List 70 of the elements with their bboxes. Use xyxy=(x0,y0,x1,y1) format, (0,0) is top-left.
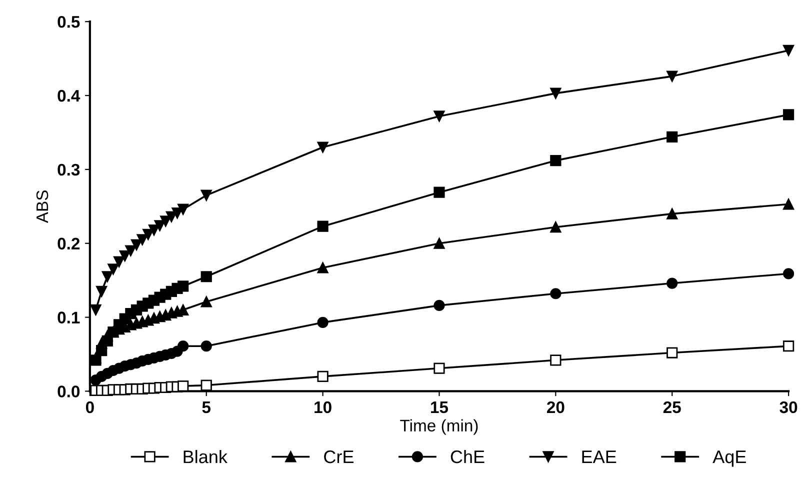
x-tick-label: 25 xyxy=(663,401,681,414)
point xyxy=(666,347,678,358)
legend-label: ChE xyxy=(450,450,484,464)
point xyxy=(90,304,102,316)
x-tick-label: 5 xyxy=(202,402,211,414)
point xyxy=(102,271,113,282)
point xyxy=(178,380,189,392)
point xyxy=(125,245,136,256)
point xyxy=(550,155,562,166)
point xyxy=(119,250,130,262)
y-axis-title: ABS xyxy=(36,190,48,224)
point xyxy=(666,131,678,142)
x-tick-label: 30 xyxy=(780,401,798,414)
point xyxy=(142,228,154,240)
point xyxy=(200,271,212,282)
point xyxy=(666,208,678,220)
point xyxy=(154,220,166,232)
point xyxy=(200,340,212,352)
point xyxy=(782,340,794,352)
y-tick-label: 0.0 xyxy=(58,386,80,398)
point xyxy=(317,220,328,232)
point xyxy=(666,278,678,289)
point xyxy=(434,300,445,312)
point xyxy=(550,288,562,300)
point xyxy=(102,335,113,346)
point xyxy=(317,142,328,153)
point xyxy=(782,44,794,56)
point xyxy=(666,70,678,82)
x-tick-label: 15 xyxy=(431,402,448,414)
point xyxy=(782,198,794,210)
point xyxy=(172,207,183,219)
point xyxy=(782,109,794,120)
x-tick-label: 20 xyxy=(546,401,564,414)
y-tick-label: 0.1 xyxy=(58,312,80,324)
y-tick-label: 0.5 xyxy=(58,16,80,28)
y-tick-label: 0.3 xyxy=(58,164,80,176)
point xyxy=(160,216,172,227)
point xyxy=(434,186,445,198)
point xyxy=(96,344,108,356)
legend-label: AqE xyxy=(712,450,746,467)
point xyxy=(113,256,125,268)
x-tick-label: 10 xyxy=(314,401,332,414)
point xyxy=(178,340,189,352)
point xyxy=(96,286,108,297)
point xyxy=(434,110,445,122)
point xyxy=(550,354,562,366)
point xyxy=(782,268,794,280)
legend-label: Blank xyxy=(184,450,228,464)
legend-label: CrE xyxy=(324,450,354,464)
legend-label: EAE xyxy=(582,450,616,464)
point xyxy=(317,262,328,274)
point xyxy=(108,264,119,275)
point xyxy=(434,362,445,374)
x-axis-title: Time (min) xyxy=(400,419,478,435)
point xyxy=(178,204,189,215)
point xyxy=(550,222,562,233)
point xyxy=(90,354,102,366)
x-tick-label: 0 xyxy=(86,401,94,414)
point xyxy=(550,88,562,99)
point xyxy=(317,370,328,382)
point xyxy=(136,234,148,246)
point xyxy=(200,190,212,201)
point xyxy=(317,316,328,328)
point xyxy=(200,296,212,308)
point xyxy=(434,238,445,249)
point xyxy=(200,380,212,391)
point xyxy=(178,280,189,292)
y-tick-label: 0.4 xyxy=(58,90,80,102)
point xyxy=(166,211,177,222)
y-tick-label: 0.2 xyxy=(58,238,80,250)
